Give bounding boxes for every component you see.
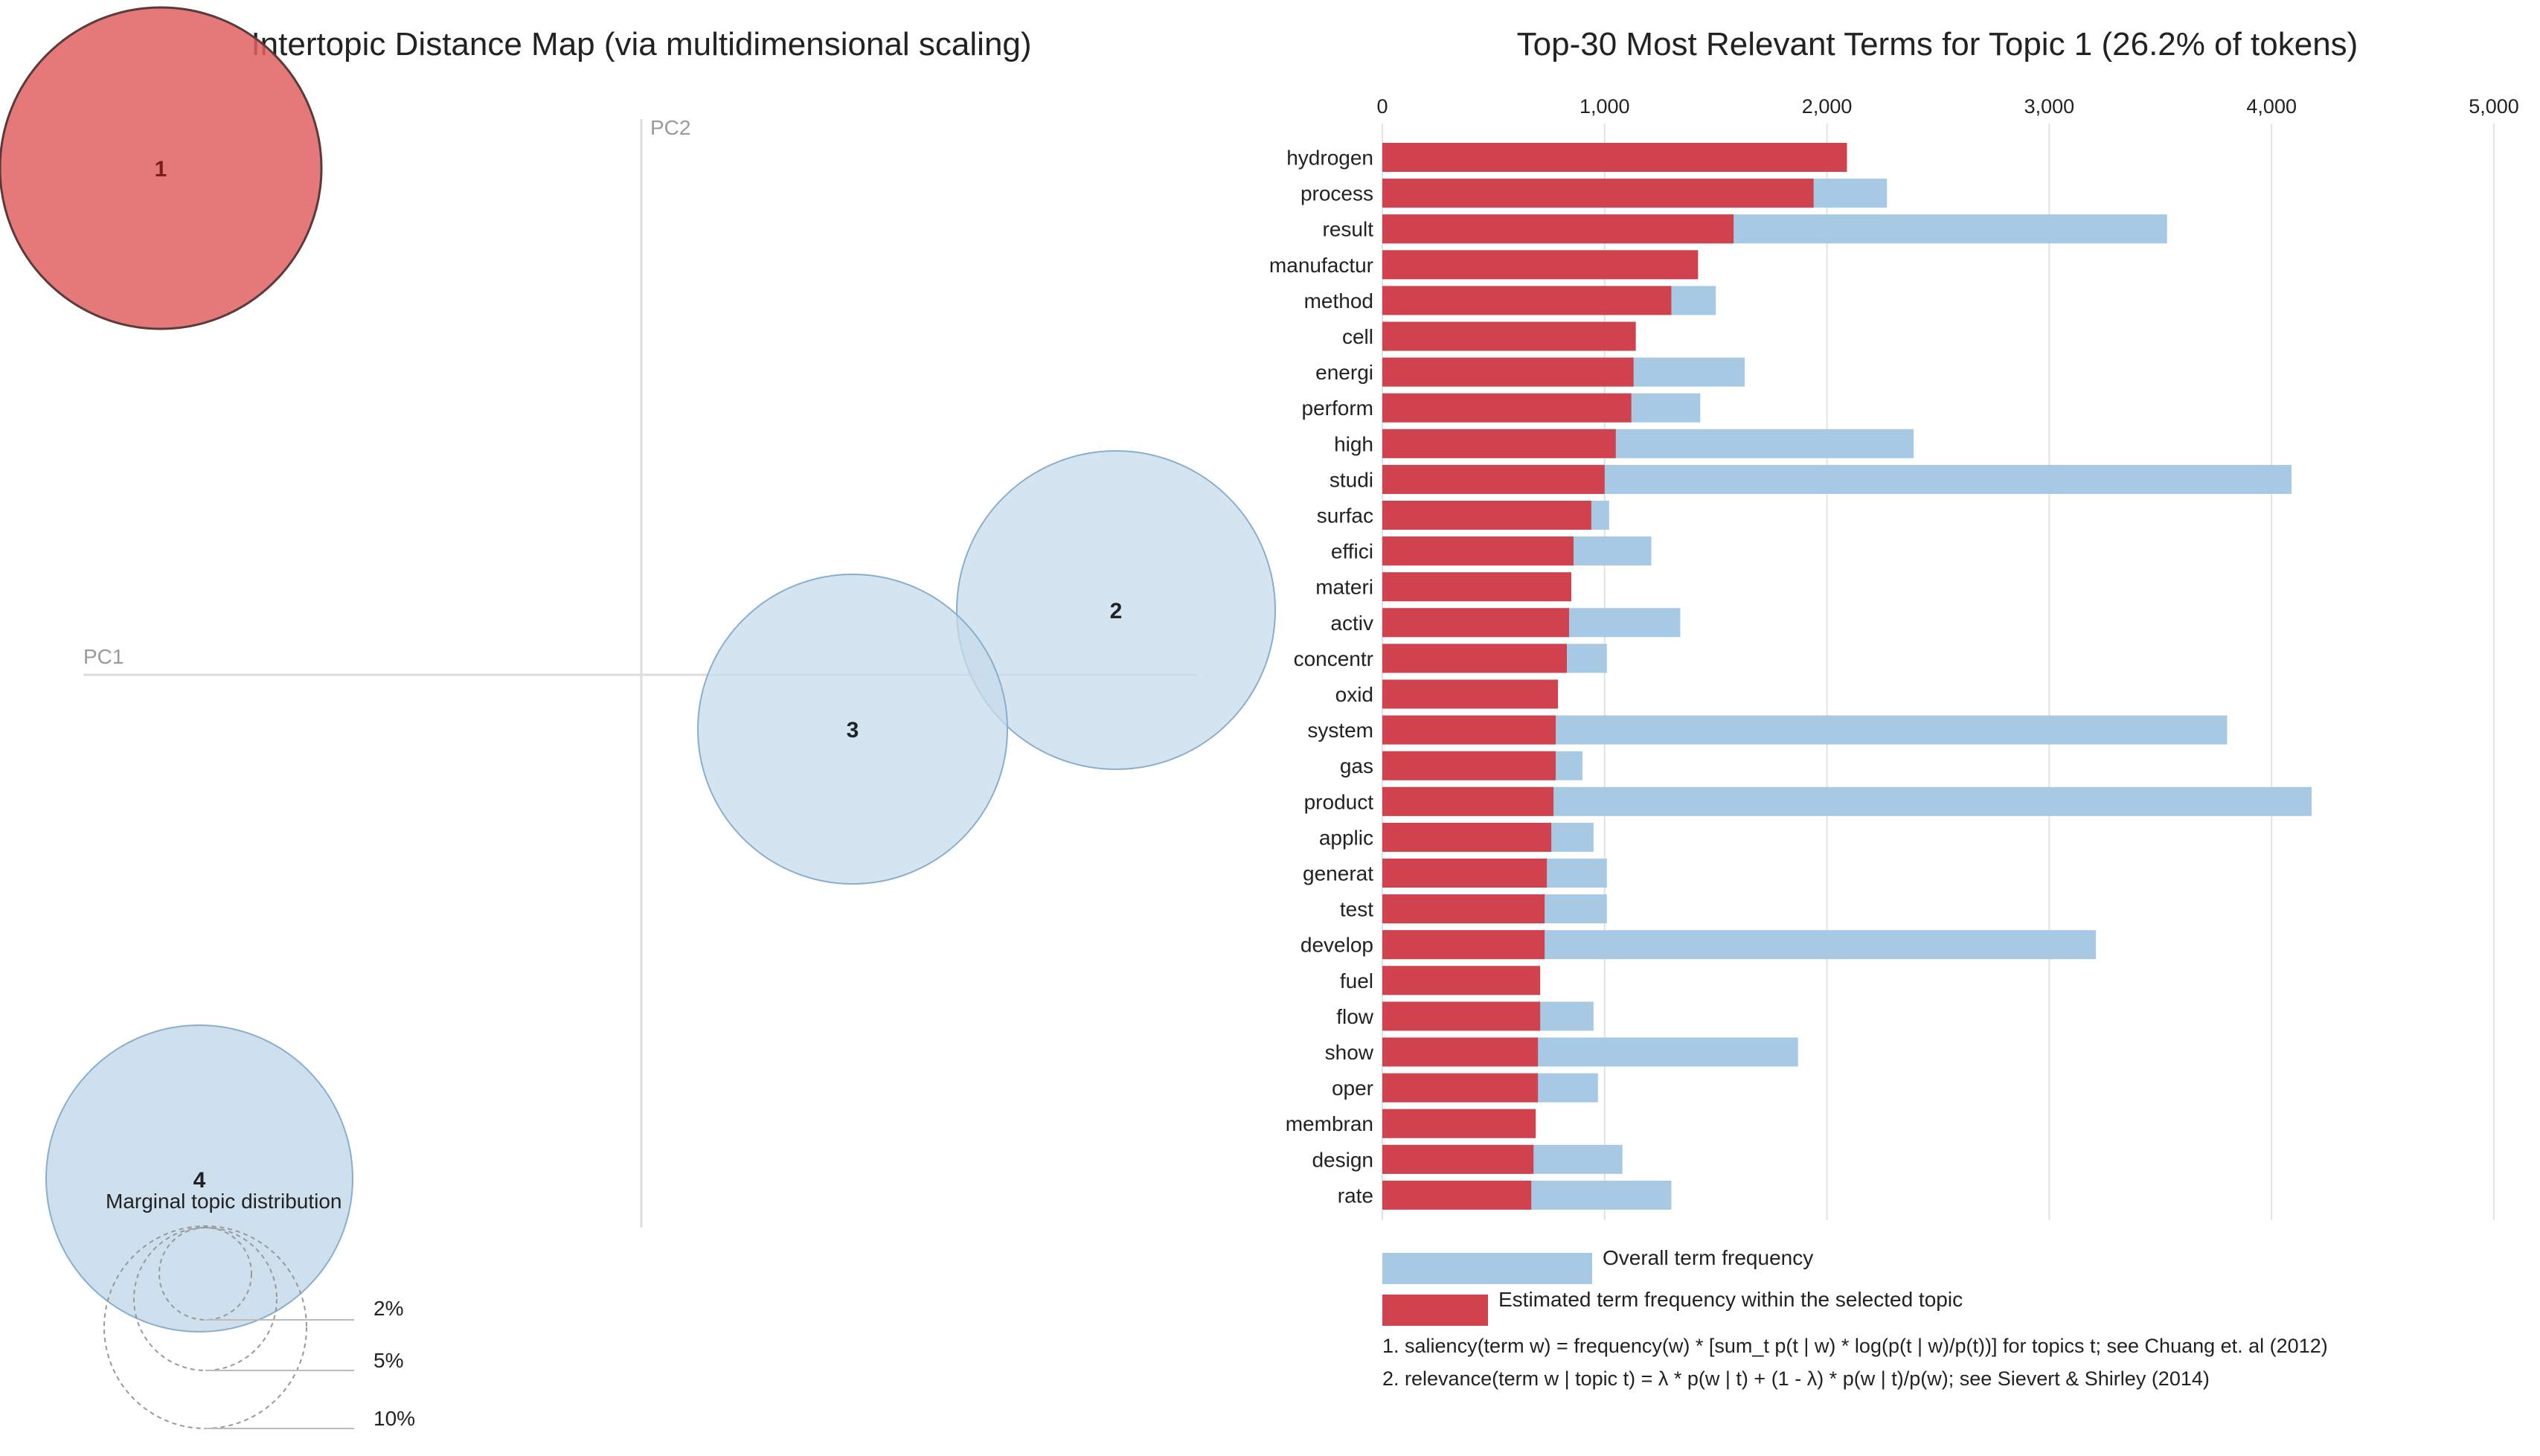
bar-topic-studi[interactable] [1382,464,1605,494]
bar-topic-show[interactable] [1382,1037,1539,1067]
bar-topic-develop[interactable] [1382,930,1545,960]
legend-label-overall-frequency: Overall term frequency [1603,1246,1813,1269]
x-tick-label: 1,000 [1580,95,1630,118]
bar-topic-manufactur[interactable] [1382,250,1699,280]
term-label-test[interactable]: test [1340,898,1373,921]
x-tick-label: 4,000 [2246,95,2297,118]
term-label-studi[interactable]: studi [1330,468,1373,491]
term-label-generat[interactable]: generat [1303,862,1373,885]
bar-topic-test[interactable] [1382,894,1545,924]
bar-topic-process[interactable] [1382,179,1814,208]
term-label-show[interactable]: show [1325,1041,1374,1064]
term-label-cell[interactable]: cell [1342,325,1373,348]
topic-label-1: 1 [155,157,167,182]
pc2-axis-label: PC2 [650,116,690,139]
bar-topic-product[interactable] [1382,786,1554,816]
bar-chart-term-labels: hydrogen process result manufactur method cel… [1269,147,1374,1208]
bar-topic-rate[interactable] [1382,1180,1532,1210]
term-label-effici[interactable]: effici [1331,540,1373,563]
bar-topic-high[interactable] [1382,429,1616,458]
topic-circle-3[interactable] [697,574,1008,885]
bar-topic-perform[interactable] [1382,393,1632,423]
topic-label-4: 4 [193,1168,206,1193]
bar-topic-concentr[interactable] [1382,644,1568,673]
bar-chart-legend: Overall term frequency Estimated term fr… [1382,1246,1963,1326]
legend-swatch-overall-frequency [1382,1253,1592,1284]
topic-label-3: 3 [847,718,859,743]
term-label-hydrogen[interactable]: hydrogen [1286,147,1373,170]
term-label-process[interactable]: process [1301,182,1373,205]
term-label-fuel[interactable]: fuel [1340,969,1373,992]
term-label-manufactur[interactable]: manufactur [1269,254,1373,277]
bar-topic-materi[interactable] [1382,572,1571,602]
x-tick-label: 0 [1376,95,1388,118]
intertopic-map-title: Intertopic Distance Map (via multidimens… [251,26,1031,62]
bar-topic-method[interactable] [1382,286,1672,315]
term-label-surfac[interactable]: surfac [1317,504,1373,527]
term-label-materi[interactable]: materi [1315,576,1373,599]
term-label-design[interactable]: design [1312,1148,1373,1171]
marginal-circle-2pct [158,1227,252,1321]
marginal-distribution-legend: Marginal topic distribution 2% 5% 10% [103,1190,415,1430]
footnote-relevance: 2. relevance(term w | topic t) = λ * p(w… [1382,1367,2210,1390]
term-label-develop[interactable]: develop [1301,934,1373,957]
term-label-applic[interactable]: applic [1319,826,1373,849]
bar-topic-fuel[interactable] [1382,966,1541,995]
term-label-product[interactable]: product [1304,790,1374,813]
topic-label-2: 2 [1110,599,1123,623]
footnote-saliency: 1. saliency(term w) = frequency(w) * [su… [1382,1335,2328,1357]
bar-chart-title: Top-30 Most Relevant Terms for Topic 1 (… [1517,26,2358,62]
bar-topic-flow[interactable] [1382,1001,1541,1031]
bar-topic-energi[interactable] [1382,357,1634,387]
pc1-axis-label: PC1 [83,645,124,668]
bar-topic-system[interactable] [1382,715,1556,745]
marginal-label-2pct: 2% [373,1297,403,1320]
term-label-membran[interactable]: membran [1286,1112,1373,1135]
topic-circle-1[interactable] [0,6,323,330]
bar-topic-activ[interactable] [1382,608,1569,638]
term-label-flow[interactable]: flow [1336,1005,1374,1028]
bar-topic-surfac[interactable] [1382,501,1591,530]
topic-circle-2[interactable] [956,450,1276,770]
x-tick-label: 2,000 [1802,95,1853,118]
term-label-result[interactable]: result [1323,218,1374,241]
bar-topic-applic[interactable] [1382,822,1552,852]
bar-topic-oxid[interactable] [1382,679,1559,709]
bar-topic-result[interactable] [1382,214,1734,244]
bar-topic-gas[interactable] [1382,751,1556,780]
intertopic-distance-map: Intertopic Distance Map (via multidimens… [0,6,1276,1430]
bar-topic-design[interactable] [1382,1144,1534,1174]
bar-chart-bars [1382,143,2312,1210]
term-label-oxid[interactable]: oxid [1335,683,1373,706]
legend-swatch-topic-frequency [1382,1295,1488,1326]
term-label-oper[interactable]: oper [1332,1077,1373,1100]
bar-topic-oper[interactable] [1382,1073,1539,1103]
bar-topic-cell[interactable] [1382,321,1636,351]
term-label-system[interactable]: system [1307,719,1373,742]
marginal-label-5pct: 5% [373,1349,403,1372]
bar-chart-x-axis: 0 1,000 2,000 3,000 4,000 5,000 [1376,95,2518,118]
term-label-method[interactable]: method [1304,289,1373,312]
term-label-rate[interactable]: rate [1338,1184,1373,1207]
marginal-label-10pct: 10% [373,1407,415,1430]
bar-topic-effici[interactable] [1382,536,1574,566]
term-label-gas[interactable]: gas [1340,754,1373,777]
bar-topic-generat[interactable] [1382,859,1548,888]
top-terms-bar-chart: Top-30 Most Relevant Terms for Topic 1 (… [1269,26,2519,1390]
x-tick-label: 3,000 [2024,95,2075,118]
term-label-concentr[interactable]: concentr [1294,647,1373,670]
topic-circle-4[interactable] [45,1024,353,1332]
marginal-distribution-title: Marginal topic distribution [106,1190,342,1213]
x-tick-label: 5,000 [2469,95,2519,118]
term-label-activ[interactable]: activ [1330,612,1373,635]
bar-topic-hydrogen[interactable] [1382,143,1847,172]
legend-label-topic-frequency: Estimated term frequency within the sele… [1498,1288,1963,1311]
term-label-high[interactable]: high [1334,432,1373,455]
term-label-perform[interactable]: perform [1302,397,1373,420]
bar-topic-membran[interactable] [1382,1109,1536,1138]
term-label-energi[interactable]: energi [1315,361,1373,384]
